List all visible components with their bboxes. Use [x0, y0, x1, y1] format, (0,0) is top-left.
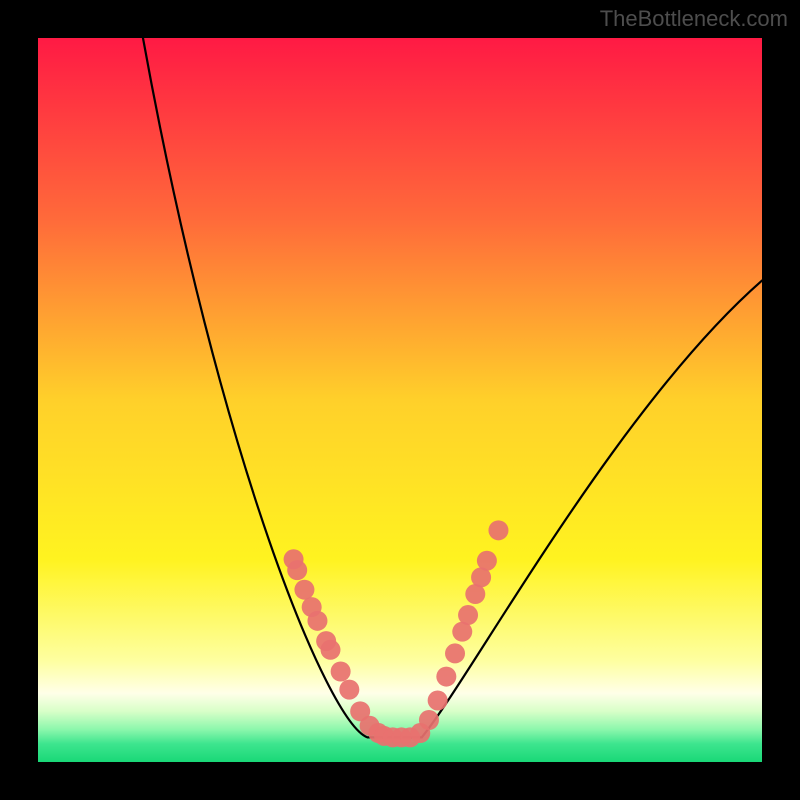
data-point: [331, 662, 351, 682]
data-point: [419, 710, 439, 730]
data-point: [477, 551, 497, 571]
data-point: [488, 520, 508, 540]
watermark-text: TheBottleneck.com: [600, 6, 788, 32]
data-point: [436, 667, 456, 687]
bottleneck-chart: [0, 0, 800, 800]
data-point: [458, 605, 478, 625]
data-point: [339, 680, 359, 700]
data-point: [287, 560, 307, 580]
data-point: [307, 611, 327, 631]
data-point: [428, 690, 448, 710]
chart-stage: TheBottleneck.com: [0, 0, 800, 800]
data-point: [445, 643, 465, 663]
data-point: [294, 580, 314, 600]
data-point: [320, 640, 340, 660]
